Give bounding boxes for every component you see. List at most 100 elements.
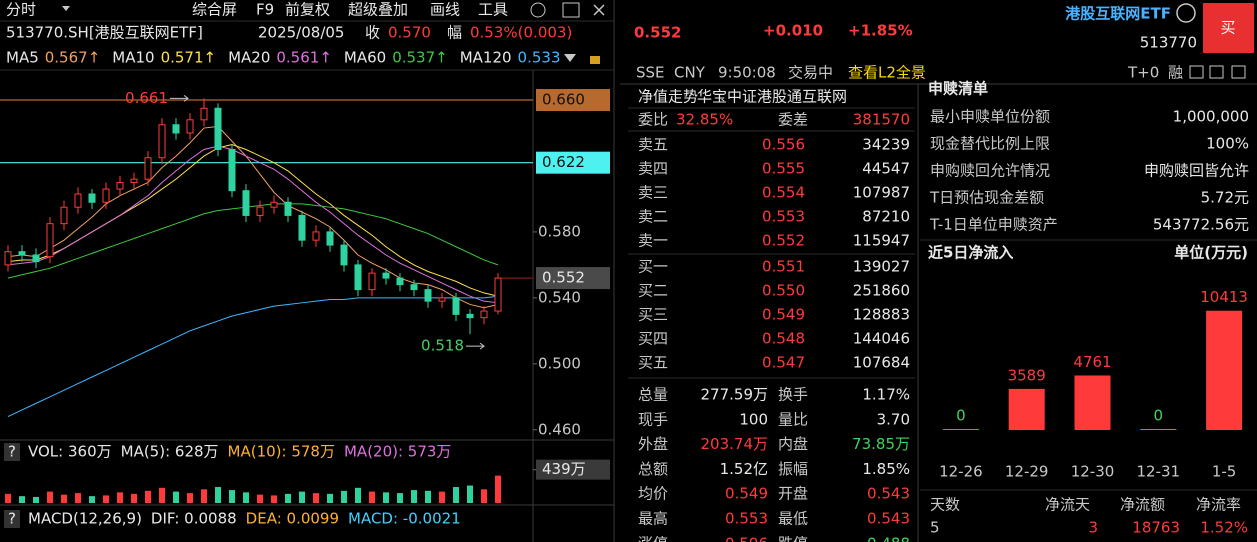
x-tick-label: 1-5 (1212, 463, 1237, 481)
candle-body (116, 181, 124, 190)
ratio-value: 32.85% (676, 111, 733, 129)
order-volume: 251860 (853, 282, 910, 300)
volume-bar (341, 490, 347, 503)
volume-bar (425, 490, 431, 503)
volume-bar (187, 493, 193, 503)
tool-icon[interactable] (1189, 65, 1204, 79)
order-label: 买二 (638, 282, 668, 300)
candle-body (74, 193, 82, 208)
toolbar-item[interactable]: 分时 (6, 1, 36, 19)
redemption-value: 5.72元 (1201, 189, 1249, 207)
lock-icon[interactable] (590, 56, 600, 64)
candle-body (424, 289, 432, 302)
y-tick-label: 0.540 (538, 288, 581, 306)
candle-body (298, 214, 306, 241)
order-volume: 115947 (853, 232, 910, 250)
stat-label: 涨停 (638, 534, 668, 542)
stat-value: 73.85万 (852, 435, 910, 453)
stat-label: 现手 (638, 410, 668, 428)
stat-label: 均价 (638, 485, 668, 503)
legend-name: MA5 (6, 49, 39, 67)
stat-label: 开盘 (778, 485, 808, 503)
redemption-value: 543772.56元 (1153, 216, 1249, 234)
legend-value: 0.533 (518, 49, 561, 67)
candle-body (172, 124, 180, 134)
t0: T+0 (1127, 64, 1159, 82)
low-annotation: 0.518 (421, 337, 464, 355)
range-label: 幅 (447, 24, 462, 42)
volume-bar (19, 496, 25, 503)
volume-bar (285, 493, 291, 503)
nav-tab[interactable]: 净值走势 (638, 88, 698, 106)
order-label: 买三 (638, 306, 668, 324)
candle-body (494, 277, 502, 312)
toolbar-item[interactable]: 工具 (478, 1, 508, 19)
order-price: 0.554 (762, 184, 805, 202)
candle-body (60, 206, 68, 225)
price-line-label: 0.622 (542, 153, 585, 171)
price-line-tag (536, 89, 610, 112)
annotation-arrow (466, 342, 485, 350)
bar (1008, 388, 1045, 430)
bar-label: 4761 (1073, 353, 1111, 371)
volume-bar (159, 487, 165, 503)
volume-bar (173, 491, 179, 503)
buy-button-bg[interactable] (1203, 3, 1254, 53)
volume-bar (201, 489, 207, 503)
indicator-legend: MACD(12,26,9) (28, 510, 142, 528)
stat-value: 203.74万 (701, 435, 769, 453)
volume-bar (495, 475, 501, 503)
candle-body (130, 178, 138, 183)
bar-label: 10413 (1200, 288, 1248, 306)
order-volume: 34239 (862, 136, 910, 154)
help-icon[interactable] (4, 443, 20, 461)
close-icon[interactable] (593, 4, 605, 16)
settings-icon[interactable] (530, 2, 546, 18)
order-label: 买五 (638, 354, 668, 372)
currency: CNY (674, 64, 706, 82)
time: 9:50:08 (718, 64, 776, 82)
indicator-legend: MACD: -0.0021 (348, 510, 461, 528)
redemption-label: 申购赎回允许情况 (930, 162, 1050, 180)
bar (1206, 310, 1243, 430)
candle-body (214, 107, 222, 150)
summary-label: 净流天 (1045, 496, 1090, 514)
order-label: 买四 (638, 330, 668, 348)
legend-value: 0.567↑ (45, 49, 101, 67)
info-icon[interactable] (1176, 3, 1196, 23)
volume-bar (229, 490, 235, 503)
volume-bar (75, 493, 81, 503)
l2-link[interactable]: 查看L2全景 (848, 64, 926, 82)
help-icon[interactable] (4, 510, 20, 528)
toolbar-item[interactable]: 综合屏 (192, 1, 237, 19)
ma-line (7, 295, 499, 418)
order-price: 0.550 (762, 282, 805, 300)
stat-value: 3.70 (877, 410, 910, 428)
toolbar-item[interactable]: 超级叠加 (348, 1, 408, 19)
tool-icon[interactable] (1231, 65, 1246, 79)
toolbar-item[interactable]: 画线 (430, 1, 460, 19)
stat-label: 换手 (778, 386, 808, 404)
x-tick-label: 12-26 (939, 463, 983, 481)
order-price: 0.551 (762, 258, 805, 276)
legend-name: MA20 (228, 49, 270, 67)
stat-value: 0.596 (725, 534, 768, 542)
order-label: 卖一 (638, 232, 668, 250)
tool-icon[interactable] (1209, 65, 1224, 79)
buy-button[interactable]: 买 (1220, 19, 1235, 37)
volume-bar (271, 495, 277, 503)
volume-bar (61, 494, 67, 503)
stat-label: 跌停 (778, 534, 808, 542)
toolbar-item[interactable]: 前复权 (285, 1, 330, 19)
volume-bar (355, 487, 361, 503)
annotation-arrow (170, 94, 189, 102)
candle-body (340, 244, 348, 266)
toolbar-item[interactable]: F9 (256, 1, 274, 19)
wp-icon[interactable] (562, 2, 580, 18)
dropdown-icon[interactable] (564, 54, 576, 62)
market: SSE (636, 64, 665, 82)
dropdown-icon[interactable] (62, 6, 70, 11)
stat-label: 总量 (638, 386, 668, 404)
